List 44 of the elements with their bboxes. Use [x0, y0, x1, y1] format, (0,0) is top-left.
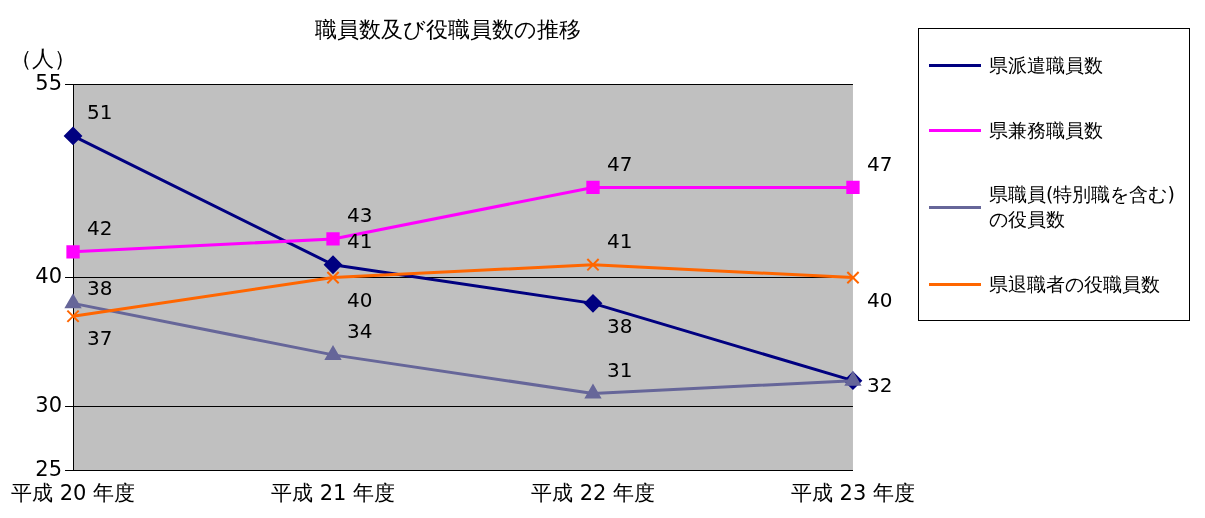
- legend-label: 県派遣職員数: [989, 53, 1103, 78]
- x-tick-label: 平成 21 年度: [270, 480, 396, 505]
- point: [66, 245, 80, 259]
- point: [326, 232, 340, 246]
- data-label: 41: [606, 228, 633, 253]
- legend-label: 県退職者の役職員数: [989, 271, 1160, 297]
- data-label: 37: [87, 326, 113, 351]
- point: [64, 126, 83, 145]
- y-axis-title: （人）: [10, 45, 76, 71]
- point: [66, 309, 80, 323]
- data-label: 38: [87, 275, 113, 300]
- y-tick-label: 25: [35, 457, 63, 482]
- legend-label: 県職員(特別職を含む)の役員数: [989, 182, 1176, 232]
- point: [846, 180, 860, 195]
- data-label: 47: [866, 151, 893, 176]
- data-label: 31: [606, 357, 633, 382]
- x-tick-label: 平成 22 年度: [530, 480, 656, 505]
- data-label: 43: [347, 203, 373, 228]
- data-label: 38: [606, 313, 633, 338]
- point: [324, 255, 343, 274]
- point: [583, 294, 602, 313]
- point: [846, 270, 860, 285]
- point: [845, 371, 861, 386]
- legend-label: 県兼務職員数: [989, 117, 1103, 143]
- y-tick-label: 40: [35, 264, 63, 289]
- data-label: 34: [347, 319, 373, 344]
- x-tick-label: 平成 20 年度: [11, 480, 136, 505]
- point: [326, 270, 340, 285]
- point: [586, 180, 600, 195]
- point: [65, 294, 81, 309]
- point: [586, 258, 600, 272]
- data-label: 51: [87, 100, 113, 125]
- point: [585, 384, 601, 399]
- data-label: 40: [866, 287, 893, 312]
- data-label: 32: [866, 372, 893, 397]
- data-label: 47: [606, 151, 633, 176]
- chart-title: 職員数及び役職員数の推移: [315, 16, 581, 42]
- data-label: 41: [347, 228, 373, 253]
- y-tick-label: 55: [35, 70, 63, 95]
- x-tick-label: 平成 23 年度: [790, 480, 915, 505]
- y-tick-label: 30: [35, 392, 63, 417]
- data-label: 42: [87, 216, 113, 241]
- point: [325, 345, 341, 360]
- data-label: 40: [347, 287, 373, 312]
